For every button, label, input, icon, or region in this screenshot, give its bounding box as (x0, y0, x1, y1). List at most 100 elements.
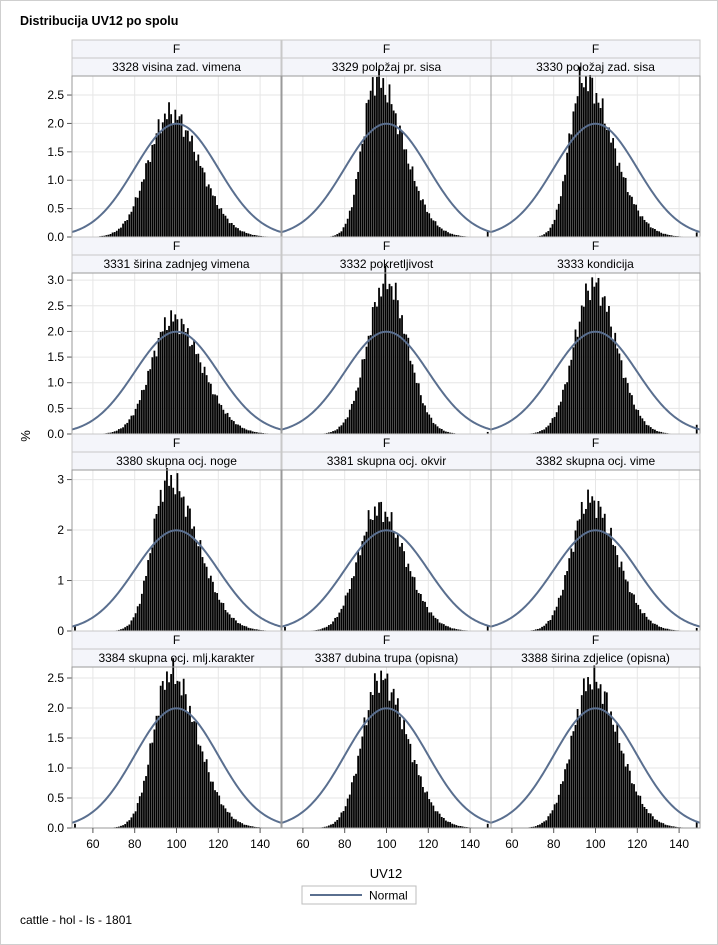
histogram-bar (390, 512, 393, 631)
histogram-bar (457, 825, 460, 828)
histogram-bar (536, 432, 539, 434)
histogram-bar (413, 577, 416, 631)
histogram-bar (645, 616, 648, 631)
histogram-bar (174, 494, 177, 631)
panel-title: 3380 skupna ocj. noge (116, 454, 237, 468)
histogram-bar (405, 734, 408, 828)
histogram-bar (434, 221, 437, 237)
histogram-bar (582, 87, 585, 237)
histogram-bar (255, 629, 258, 631)
histogram-bar (541, 430, 543, 434)
histogram-bar (436, 225, 439, 237)
panel-group-label: F (592, 42, 599, 56)
histogram-bar (247, 627, 250, 631)
histogram-bar (245, 626, 248, 631)
histogram-bar (639, 609, 642, 631)
histogram-bar (151, 742, 154, 828)
histogram-bar (170, 310, 173, 434)
histogram-bar (618, 162, 621, 237)
histogram-bar (342, 227, 345, 237)
histogram-bar (593, 286, 596, 434)
histogram-bar (209, 383, 212, 434)
x-tick-label: 100 (376, 837, 396, 851)
histogram-bar (130, 211, 133, 237)
histogram-bar (407, 739, 410, 828)
histogram-bar (369, 692, 372, 828)
histogram-bar (631, 783, 633, 828)
panel-title: 3328 visina zad. vimena (112, 60, 241, 74)
histogram-bar (430, 612, 433, 631)
histogram-bar (631, 395, 633, 434)
histogram-bar (438, 428, 441, 434)
histogram-bar (203, 563, 206, 631)
histogram-bar (166, 330, 168, 434)
histogram-bar (578, 716, 581, 828)
histogram-bar (130, 415, 133, 434)
histogram-bar (409, 571, 412, 631)
histogram-bar (369, 335, 372, 434)
histogram-bar (564, 769, 566, 828)
histogram-bar (430, 417, 433, 434)
histogram-bar (405, 334, 408, 434)
histogram-bar (641, 418, 644, 434)
histogram-bar (174, 109, 177, 237)
histogram-bar (428, 213, 431, 237)
histogram-bar (184, 694, 187, 828)
legend-label: Normal (369, 889, 408, 903)
histogram-bar (445, 230, 447, 237)
histogram-bar (455, 235, 458, 237)
x-tick-label: 80 (547, 837, 561, 851)
y-tick-label: 2.5 (47, 299, 64, 313)
histogram-bar (120, 825, 122, 828)
histogram-bar (191, 528, 193, 631)
histogram-bar (226, 412, 229, 434)
histogram-bar (417, 775, 420, 828)
histogram-bar (237, 424, 239, 434)
histogram-bar (166, 119, 168, 237)
histogram-bar (258, 629, 260, 631)
histogram-bar (411, 576, 414, 631)
histogram-bar (662, 627, 665, 631)
histogram-bar (553, 804, 556, 828)
histogram-bar (163, 689, 166, 828)
histogram-bar (243, 625, 246, 631)
histogram-bar (180, 114, 183, 237)
histogram-bar (591, 496, 594, 631)
histogram-bar (601, 517, 604, 631)
histogram-bar (534, 432, 537, 434)
histogram-bar (453, 234, 456, 237)
histogram-bar (222, 409, 225, 434)
histogram-bar (486, 231, 489, 237)
histogram-bar (182, 324, 185, 434)
histogram-bar (332, 823, 334, 828)
histogram-bar (138, 603, 141, 631)
histogram-bar (243, 824, 246, 828)
histogram-bar (359, 151, 362, 237)
histogram-bar (539, 431, 541, 434)
histogram-bar (178, 116, 181, 237)
histogram-bar (143, 389, 145, 434)
histogram-bar (614, 332, 617, 434)
histogram-bar (628, 592, 631, 631)
histogram-bar (230, 816, 233, 828)
histogram-bar (201, 372, 204, 434)
histogram-bar (332, 431, 334, 434)
histogram-bar (388, 84, 391, 237)
histogram-bar (428, 414, 431, 434)
histogram-bar (180, 497, 183, 631)
histogram-bar (382, 78, 385, 237)
histogram-bar (401, 542, 403, 631)
histogram-bar (218, 795, 221, 828)
histogram-bar (212, 394, 214, 434)
histogram-bar (117, 826, 120, 828)
histogram-bar (243, 428, 246, 434)
histogram-bar (424, 204, 426, 237)
histogram-bar (388, 700, 391, 828)
histogram-bar (463, 826, 466, 828)
histogram-bar (656, 230, 658, 237)
histogram-bar (545, 820, 548, 828)
histogram-bar (197, 744, 200, 828)
histogram-bar (159, 332, 162, 434)
histogram-bar (228, 812, 231, 828)
histogram-bar (224, 610, 227, 631)
